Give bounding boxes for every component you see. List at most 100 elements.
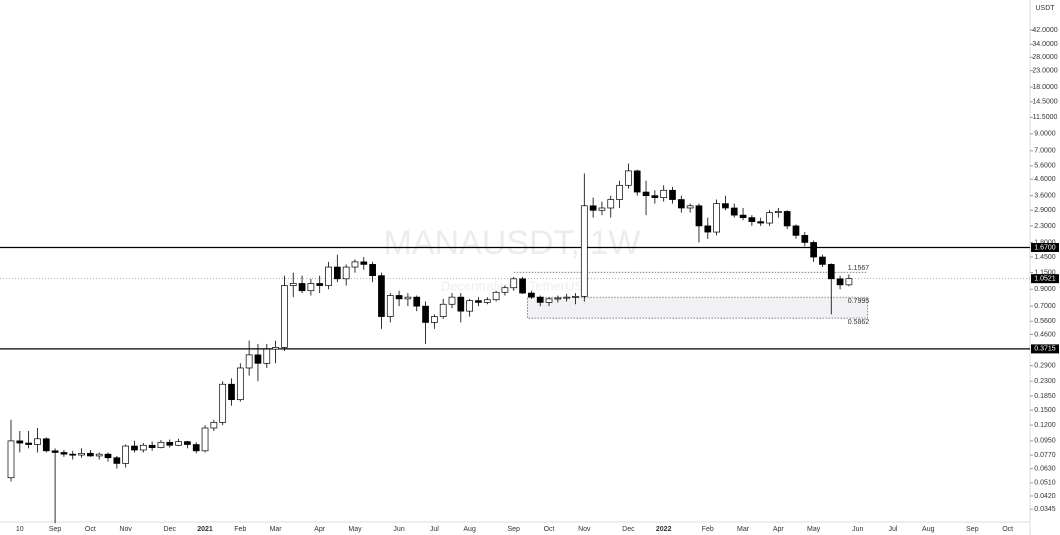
candle-body: [360, 261, 368, 265]
candle-body: [95, 453, 103, 457]
candle-body: [439, 303, 447, 317]
x-tick-label: May: [807, 526, 821, 533]
candle-body: [607, 199, 615, 209]
candle-body: [69, 453, 77, 456]
candle-body: [792, 225, 800, 236]
candle-body: [104, 453, 112, 459]
candle-body: [457, 296, 465, 312]
y-tick-label: 11.5000: [1033, 114, 1058, 121]
y-tick-label: 0.0770: [1034, 452, 1056, 459]
candle-body: [466, 300, 473, 312]
candle-body: [677, 199, 685, 209]
candle-body: [695, 205, 703, 227]
candle-body: [113, 457, 121, 464]
y-tick-label: 5.6000: [1034, 163, 1056, 170]
zone-top-label: 0.7995: [848, 298, 870, 305]
candle-body: [554, 297, 562, 300]
candle-body: [563, 296, 571, 299]
x-tick-label: Nov: [119, 526, 132, 533]
y-tick-label: 18.0000: [1032, 84, 1057, 91]
y-tick-label: 7.0000: [1034, 148, 1056, 155]
last-price-box: [1031, 274, 1059, 284]
candle-body: [386, 295, 394, 317]
candle-body: [519, 278, 526, 294]
y-tick-label: 0.0510: [1034, 480, 1056, 487]
candle-body: [263, 348, 271, 364]
y-tick-label: 4.6000: [1034, 176, 1056, 183]
x-tick-label: Jun: [852, 526, 863, 533]
candle-body: [598, 207, 606, 211]
candle-body: [545, 298, 553, 303]
candle-body: [739, 214, 747, 218]
y-tick-label: 28.0000: [1032, 54, 1057, 61]
candle-body: [245, 354, 253, 369]
candle-body: [157, 441, 165, 448]
candle-body: [475, 300, 482, 303]
candle-body: [748, 217, 756, 223]
candle-body: [536, 296, 544, 303]
candle-body: [413, 296, 421, 307]
candle-body: [774, 211, 782, 213]
candle-body: [431, 316, 438, 323]
candle-body: [589, 205, 597, 211]
watermark-title: MANAUSDT, 1W: [384, 224, 641, 262]
y-tick-label: 34.0000: [1032, 41, 1057, 48]
x-tick-label: 2021: [197, 526, 213, 533]
y-tick-label: 0.1500: [1034, 407, 1056, 414]
y-tick-label: 0.7000: [1034, 303, 1056, 310]
candle-body: [483, 299, 491, 303]
support-zone: [527, 296, 869, 319]
candle-body: [16, 440, 24, 444]
candle-body: [501, 287, 509, 293]
candle-body: [122, 445, 130, 464]
candle-body: [272, 347, 279, 350]
candle-body: [236, 367, 244, 401]
y-tick-label: 0.1850: [1034, 393, 1056, 400]
y-tick-label: 42.0000: [1032, 27, 1057, 34]
candle-body: [448, 296, 456, 305]
candle-body: [757, 221, 765, 224]
candle-body: [25, 442, 32, 445]
y-tick-label: 0.2300: [1034, 378, 1056, 385]
y-tick-label: 0.9000: [1034, 286, 1056, 293]
y-tick-label: 0.0630: [1034, 465, 1056, 472]
candle-body: [404, 296, 412, 300]
candle-body: [333, 266, 341, 280]
candle-body: [660, 189, 668, 198]
candle-body: [713, 203, 720, 233]
zone-bottom-label: 0.5862: [848, 319, 870, 326]
candle-body: [307, 283, 315, 292]
candle-body: [298, 283, 306, 292]
candle-body: [60, 452, 68, 455]
y-tick-label: 0.5600: [1034, 318, 1056, 325]
x-tick-label: Nov: [578, 526, 591, 533]
candle-body: [139, 444, 147, 451]
y-tick-label: 1.1500: [1034, 270, 1056, 277]
candle-body: [219, 383, 227, 423]
candle-body: [722, 203, 729, 209]
x-tick-label: Dec: [164, 526, 177, 533]
candle-body: [87, 452, 94, 457]
level-label-box: [1031, 344, 1059, 354]
y-tick-label: 1.4500: [1034, 254, 1056, 261]
candle-body: [131, 445, 138, 451]
y-tick-label: 23.0000: [1032, 67, 1057, 74]
y-tick-label: 0.0345: [1034, 506, 1056, 513]
x-tick-label: Apr: [773, 526, 785, 533]
x-tick-label: Oct: [544, 526, 555, 533]
x-tick-label: Jul: [430, 526, 439, 533]
candle-body: [192, 444, 200, 452]
candle-body: [254, 354, 262, 364]
candle-body: [78, 452, 85, 456]
candle-body: [510, 278, 518, 289]
candle-body: [651, 195, 659, 198]
level-label: 0.3715: [1034, 346, 1056, 353]
candle-body: [686, 205, 694, 209]
candle-body: [42, 438, 50, 452]
candle-body: [730, 207, 738, 216]
x-tick-label: 10: [16, 526, 24, 533]
candle-body: [369, 264, 376, 277]
candle-body: [175, 441, 182, 446]
